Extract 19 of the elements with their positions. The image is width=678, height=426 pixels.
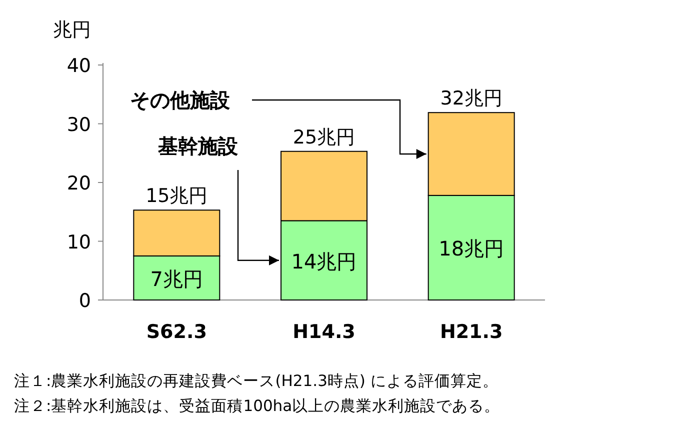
text: その他施設 [130,88,231,112]
data-label: 14兆円 [291,249,357,274]
y-tick-label: 40 [66,55,91,77]
total-label: 15兆円 [146,185,208,208]
y-tick-label: 30 [66,114,91,136]
total-label: 25兆円 [292,126,356,148]
y-tick-label: 0 [78,290,91,312]
data-label: 7兆円 [150,266,204,291]
y-axis-title: 兆円 [53,19,91,41]
text: 基幹施設 [157,134,239,158]
x-tick-label: S62.3 [146,321,207,343]
x-tick-label: H14.3 [292,321,356,343]
text: 注１:農業水利施設の再建設費ベース(H21.3時点) による評価算定。 [14,372,498,390]
total-label: 32兆円 [440,88,502,110]
y-tick-label: 20 [66,172,91,194]
y-tick-label: 10 [66,231,91,254]
x-tick-label: H21.3 [440,321,503,343]
data-label: 18兆円 [438,236,504,261]
text: 注２:基幹水利施設は、受益面積100ha以上の農業水利施設である。 [14,397,500,415]
